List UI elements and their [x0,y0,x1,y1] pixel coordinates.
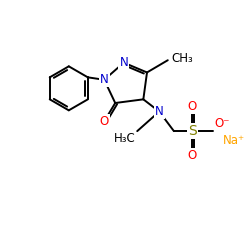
Text: Na⁺: Na⁺ [223,134,245,147]
Text: N: N [120,56,128,69]
Text: O: O [188,100,197,113]
Text: N: N [155,105,164,118]
Text: O⁻: O⁻ [214,117,230,130]
Text: N: N [100,73,108,86]
Text: H₃C: H₃C [114,132,136,145]
Text: O: O [188,149,197,162]
Text: S: S [188,124,196,138]
Text: CH₃: CH₃ [172,52,193,66]
Text: O: O [100,115,109,128]
